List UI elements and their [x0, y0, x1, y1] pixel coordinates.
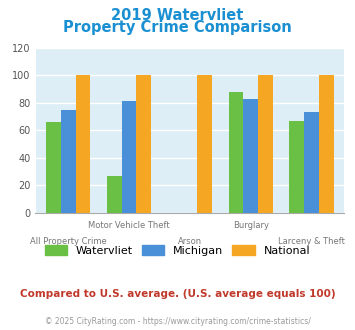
Text: Compared to U.S. average. (U.S. average equals 100): Compared to U.S. average. (U.S. average … [20, 289, 335, 299]
Text: Property Crime Comparison: Property Crime Comparison [63, 20, 292, 35]
Text: © 2025 CityRating.com - https://www.cityrating.com/crime-statistics/: © 2025 CityRating.com - https://www.city… [45, 317, 310, 326]
Text: Burglary: Burglary [233, 221, 269, 230]
Bar [244, 99, 258, 213]
Bar [304, 113, 319, 213]
Bar [289, 121, 304, 213]
Bar [197, 75, 212, 213]
Text: Arson: Arson [178, 237, 202, 246]
Text: All Property Crime: All Property Crime [30, 237, 106, 246]
Bar [46, 122, 61, 213]
Bar [136, 75, 151, 213]
Bar [122, 102, 136, 213]
Bar [319, 75, 334, 213]
Bar [107, 176, 122, 213]
Text: 2019 Watervliet: 2019 Watervliet [111, 8, 244, 23]
Bar [258, 75, 273, 213]
Legend: Watervliet, Michigan, National: Watervliet, Michigan, National [40, 241, 315, 260]
Text: Larceny & Theft: Larceny & Theft [278, 237, 345, 246]
Text: Motor Vehicle Theft: Motor Vehicle Theft [88, 221, 170, 230]
Bar [76, 75, 91, 213]
Bar [61, 110, 76, 213]
Bar [229, 92, 244, 213]
